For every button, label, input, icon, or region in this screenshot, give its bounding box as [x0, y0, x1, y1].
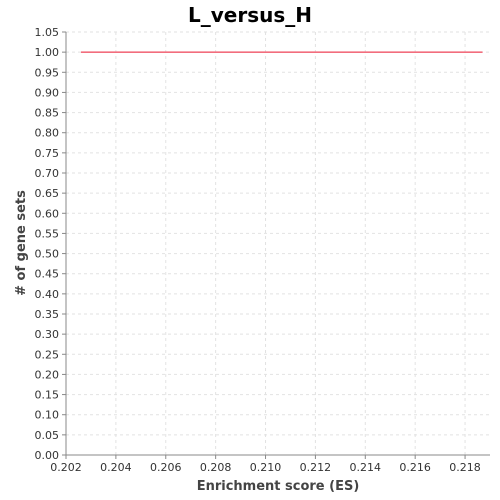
y-tick-label: 0.10	[35, 409, 60, 422]
x-tick-label: 0.212	[300, 461, 332, 474]
y-tick-label: 0.75	[35, 147, 60, 160]
y-tick-label: 0.35	[35, 308, 60, 321]
y-tick-label: 0.05	[35, 429, 60, 442]
y-tick-label: 0.60	[35, 207, 60, 220]
x-tick-label: 0.202	[50, 461, 82, 474]
y-tick-label: 0.55	[35, 227, 60, 240]
y-tick-label: 0.95	[35, 66, 60, 79]
y-tick-label: 0.15	[35, 389, 60, 402]
y-tick-label: 0.85	[35, 107, 60, 120]
y-tick-label: 0.20	[35, 368, 60, 381]
y-tick-label: 1.05	[35, 26, 60, 39]
y-tick-label: 0.65	[35, 187, 60, 200]
x-tick-label: 0.214	[350, 461, 382, 474]
y-tick-label: 0.30	[35, 328, 60, 341]
y-tick-label: 0.25	[35, 348, 60, 361]
y-axis-label: # of gene sets	[14, 190, 29, 296]
y-tick-label: 0.40	[35, 288, 60, 301]
y-tick-label: 0.45	[35, 268, 60, 281]
y-tick-label: 0.70	[35, 167, 60, 180]
x-tick-label: 0.208	[200, 461, 232, 474]
chart-title: L_versus_H	[188, 3, 312, 27]
axis-layer: 0.00 0.05 0.10 0.15 0.20 0.25 0.30 0.35 0.40 0.45…	[35, 26, 490, 474]
y-tick-label: 1.00	[35, 46, 60, 59]
x-tick-label: 0.216	[399, 461, 431, 474]
y-tick-label: 0.80	[35, 127, 60, 140]
grid-layer	[65, 31, 490, 456]
x-tick-label: 0.210	[250, 461, 282, 474]
y-tick-label: 0.00	[35, 449, 60, 462]
x-tick-label: 0.204	[100, 461, 132, 474]
x-tick-label: 0.218	[449, 461, 481, 474]
y-tick-label: 0.50	[35, 248, 60, 261]
x-tick-label: 0.206	[150, 461, 182, 474]
x-axis-label: Enrichment score (ES)	[197, 479, 360, 494]
y-tick-label: 0.90	[35, 86, 60, 99]
